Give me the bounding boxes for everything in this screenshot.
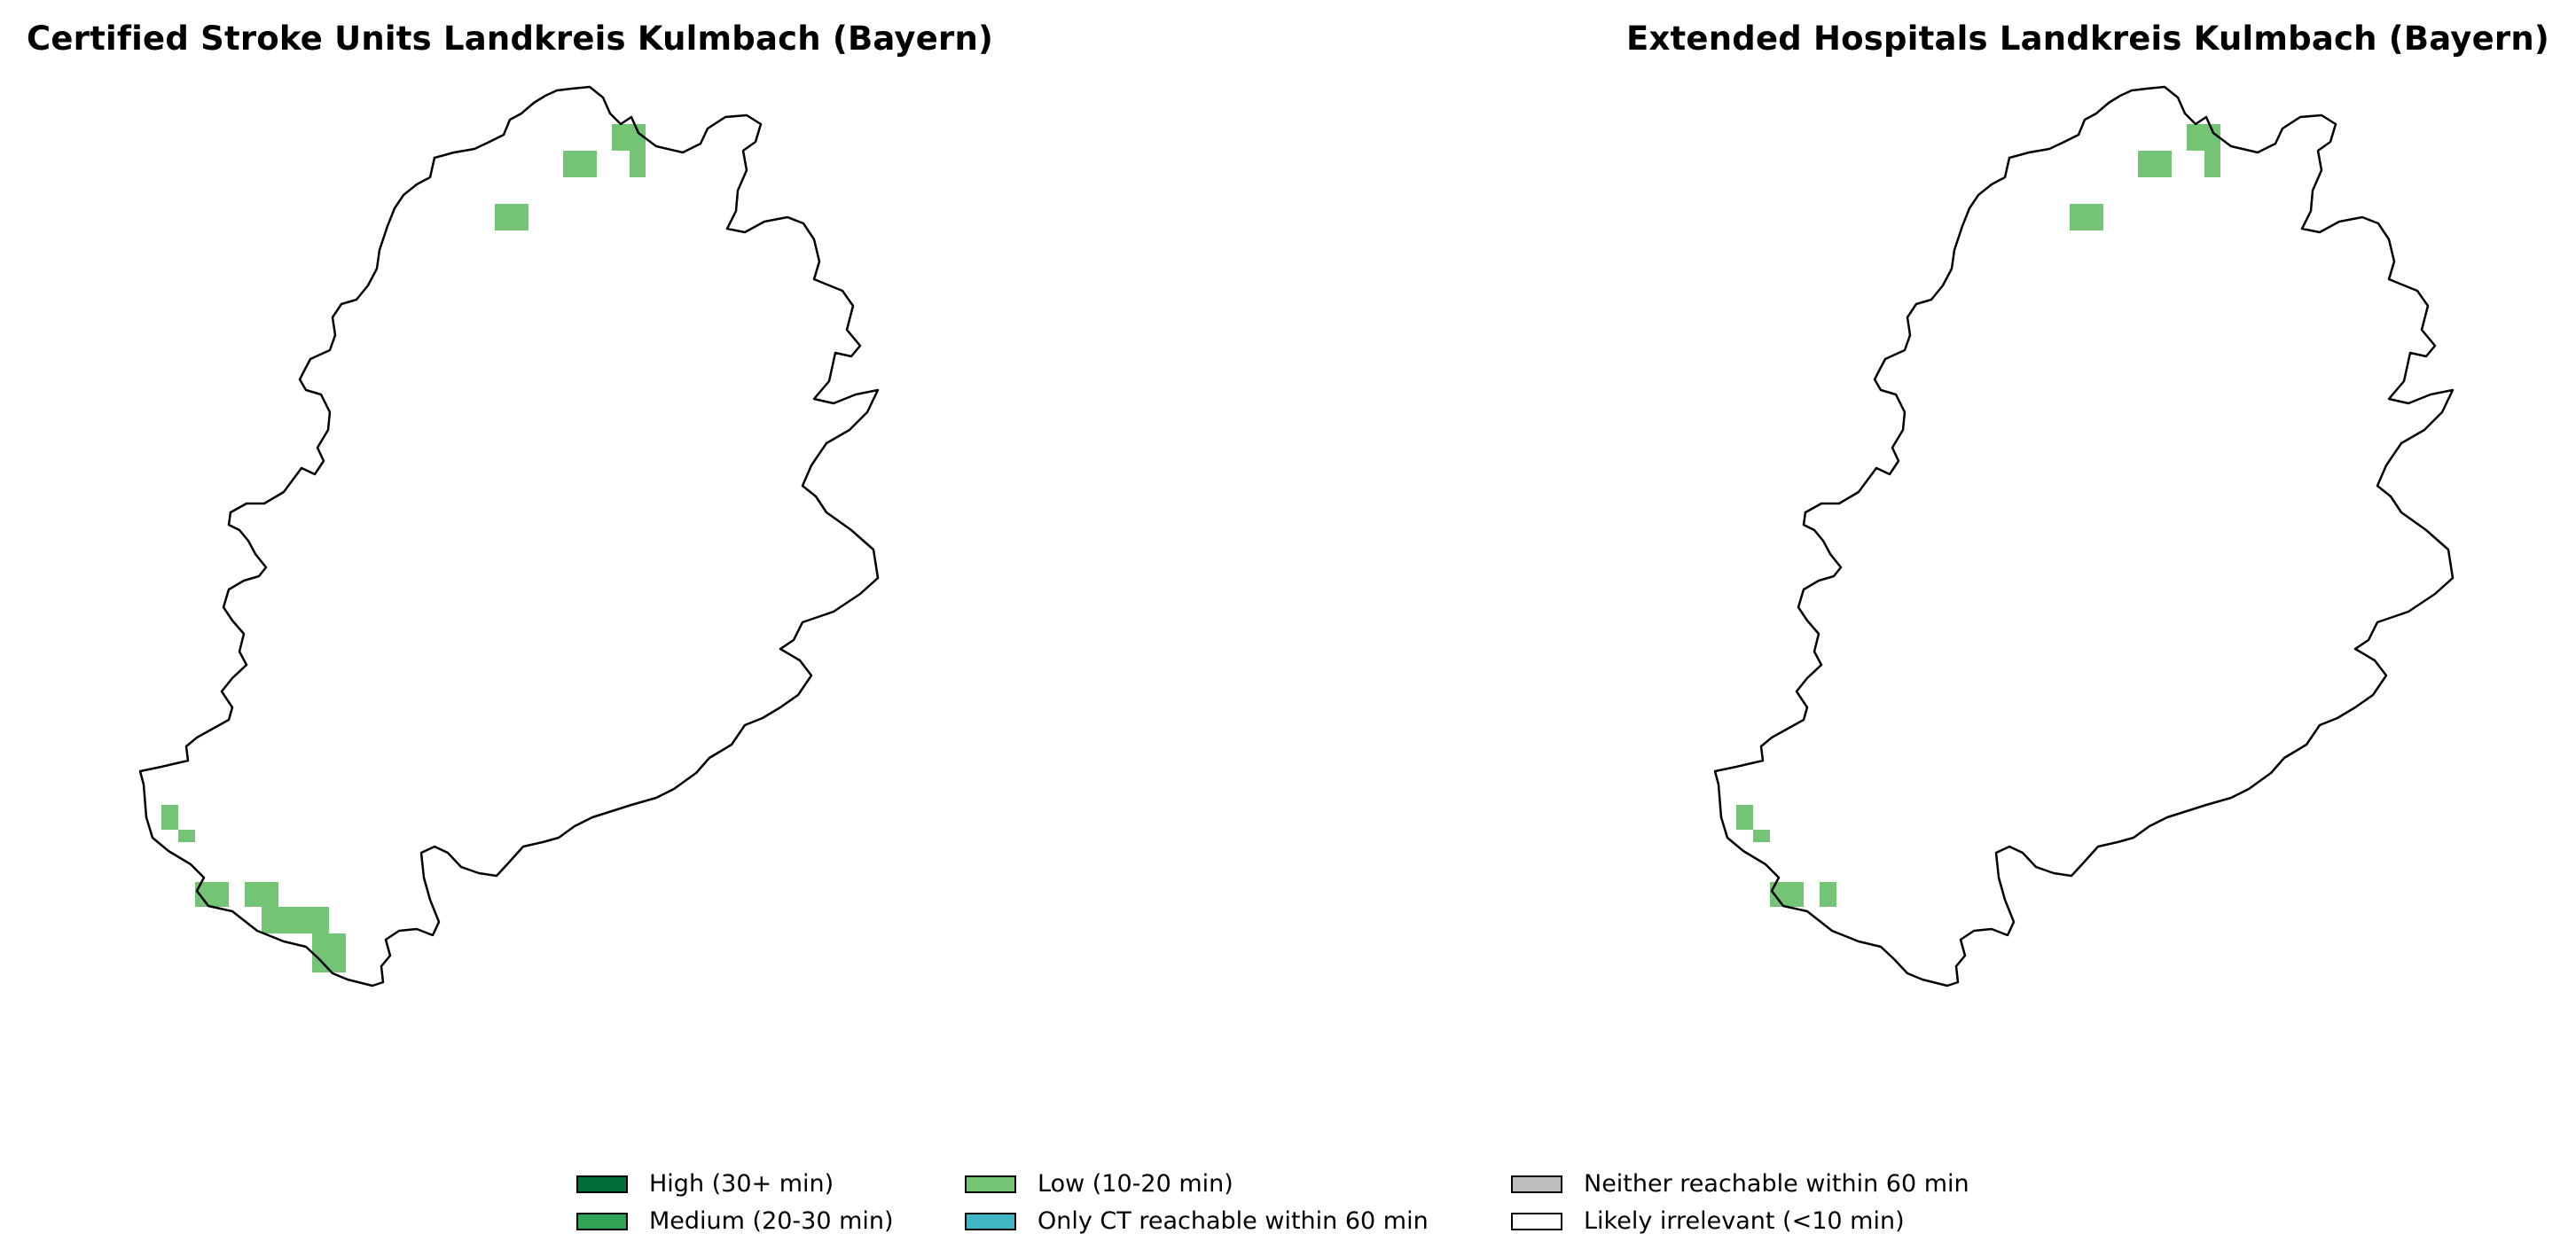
grid-cell [1820, 882, 1836, 907]
grid-cell [563, 151, 597, 177]
left-map-cells [161, 124, 646, 972]
grid-cell [1753, 830, 1770, 842]
grid-cell [312, 933, 346, 972]
legend-item-medium: Medium (20-30 min) [576, 1207, 894, 1235]
legend-label: Low (10-20 min) [1037, 1170, 1233, 1198]
legend-label: High (30+ min) [649, 1170, 834, 1198]
legend-swatch [576, 1175, 628, 1193]
grid-cell [262, 907, 329, 933]
legend-item-low: Low (10-20 min) [965, 1170, 1233, 1198]
grid-cell [630, 151, 646, 177]
grid-cell [245, 882, 278, 907]
legend-label: Only CT reachable within 60 min [1037, 1207, 1429, 1235]
grid-cell [161, 805, 178, 830]
grid-cell [2138, 151, 2172, 177]
grid-cell [178, 830, 195, 842]
legend-item-neither: Neither reachable within 60 min [1511, 1170, 1969, 1198]
legend-swatch [1511, 1175, 1562, 1193]
grid-cell [2204, 151, 2220, 177]
right-map-title: Extended Hospitals Landkreis Kulmbach (B… [1626, 20, 2549, 58]
grid-cell [495, 204, 529, 230]
grid-cell [612, 124, 646, 151]
legend-swatch [576, 1212, 628, 1230]
legend-item-high: High (30+ min) [576, 1170, 834, 1198]
legend-item-only-ct: Only CT reachable within 60 min [965, 1207, 1429, 1235]
left-map [138, 85, 880, 988]
legend-swatch [1511, 1212, 1562, 1230]
legend: High (30+ min) Medium (20-30 min) Low (1… [576, 1170, 2084, 1250]
right-map [1713, 85, 2455, 988]
legend-item-irrelevant: Likely irrelevant (<10 min) [1511, 1207, 1905, 1235]
grid-cell [1736, 805, 1753, 830]
legend-label: Likely irrelevant (<10 min) [1584, 1207, 1905, 1235]
legend-label: Neither reachable within 60 min [1584, 1170, 1969, 1198]
legend-swatch [965, 1175, 1016, 1193]
left-map-title: Certified Stroke Units Landkreis Kulmbac… [27, 20, 994, 58]
legend-swatch [965, 1212, 1016, 1230]
grid-cell [2187, 124, 2220, 151]
legend-label: Medium (20-30 min) [649, 1207, 894, 1235]
grid-cell [2070, 204, 2103, 230]
right-map-cells [1736, 124, 2220, 907]
